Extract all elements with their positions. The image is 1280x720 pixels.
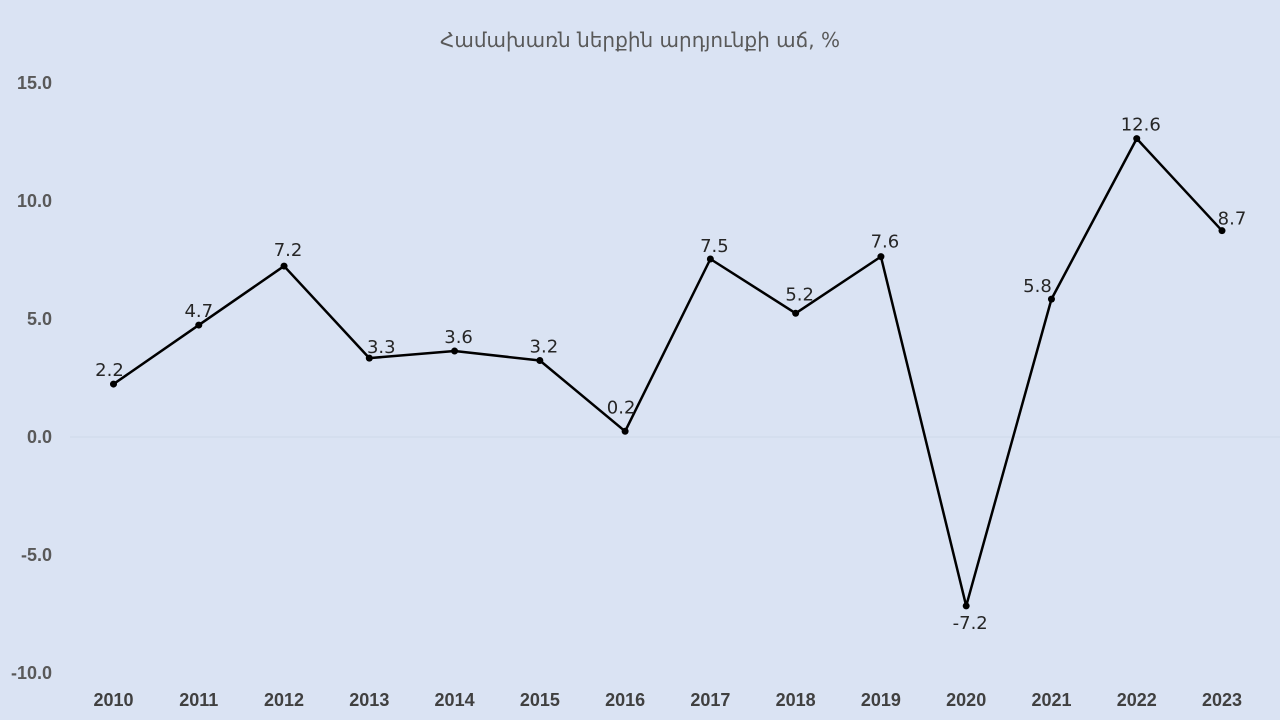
data-point: [451, 347, 459, 355]
data-label: 2.2: [95, 360, 124, 381]
data-label: 12.6: [1121, 115, 1161, 136]
data-point: [1218, 227, 1226, 235]
data-point: [280, 262, 288, 270]
data-label: 3.3: [367, 337, 396, 358]
y-tick-label: -10.0: [11, 663, 52, 683]
data-label: 5.8: [1023, 276, 1052, 297]
data-label: 4.7: [184, 301, 213, 322]
y-axis-ticks: 15.0 10.0 5.0 0.0 -5.0 -10.0: [11, 73, 52, 683]
x-tick-label: 2022: [1117, 690, 1157, 710]
x-tick-label: 2019: [861, 690, 901, 710]
data-point: [1133, 135, 1141, 143]
data-label: 3.6: [444, 327, 473, 348]
data-point: [195, 321, 203, 329]
data-label: 7.6: [871, 232, 900, 253]
data-point: [792, 309, 800, 317]
data-point: [962, 602, 970, 610]
x-tick-label: 2013: [349, 690, 389, 710]
x-axis-ticks: 2010 2011 2012 2013 2014 2015 2016 2017 2018 2019…: [93, 690, 1242, 710]
data-points: [110, 135, 1226, 610]
x-tick-label: 2010: [93, 690, 133, 710]
data-point: [1047, 295, 1055, 303]
data-label: 0.2: [607, 397, 636, 418]
data-point: [365, 354, 373, 362]
x-tick-label: 2023: [1202, 690, 1242, 710]
data-label: 3.2: [530, 336, 559, 357]
data-point: [877, 253, 885, 261]
data-labels: 2.2 4.7 7.2 3.3 3.6 3.2 0.2 7.5 5.2 7.6 -7.2 5.8 12.…: [95, 115, 1246, 634]
data-label: -7.2: [953, 613, 988, 634]
data-point: [621, 427, 629, 435]
y-tick-label: 10.0: [17, 191, 52, 211]
series-line: [112, 137, 1223, 608]
y-tick-label: -5.0: [21, 545, 52, 565]
x-tick-label: 2021: [1031, 690, 1071, 710]
x-tick-label: 2011: [179, 690, 218, 710]
x-tick-label: 2020: [946, 690, 986, 710]
x-tick-label: 2017: [690, 690, 730, 710]
data-point: [110, 380, 117, 388]
x-tick-label: 2016: [605, 690, 645, 710]
x-tick-label: 2012: [264, 690, 304, 710]
data-point: [706, 255, 714, 263]
y-tick-label: 0.0: [27, 427, 52, 447]
data-label: 5.2: [785, 284, 814, 305]
data-point: [536, 356, 544, 364]
x-tick-label: 2015: [520, 690, 560, 710]
data-label: 8.7: [1218, 209, 1247, 230]
series-line-group: [112, 137, 1223, 608]
y-tick-label: 5.0: [27, 309, 52, 329]
data-label: 7.2: [274, 240, 303, 261]
x-tick-label: 2014: [435, 690, 475, 710]
y-tick-label: 15.0: [17, 73, 52, 93]
chart-title: Համախառն ներքին արդյունքի աճ, %: [440, 28, 840, 52]
x-tick-label: 2018: [776, 690, 816, 710]
data-label: 7.5: [700, 236, 729, 257]
